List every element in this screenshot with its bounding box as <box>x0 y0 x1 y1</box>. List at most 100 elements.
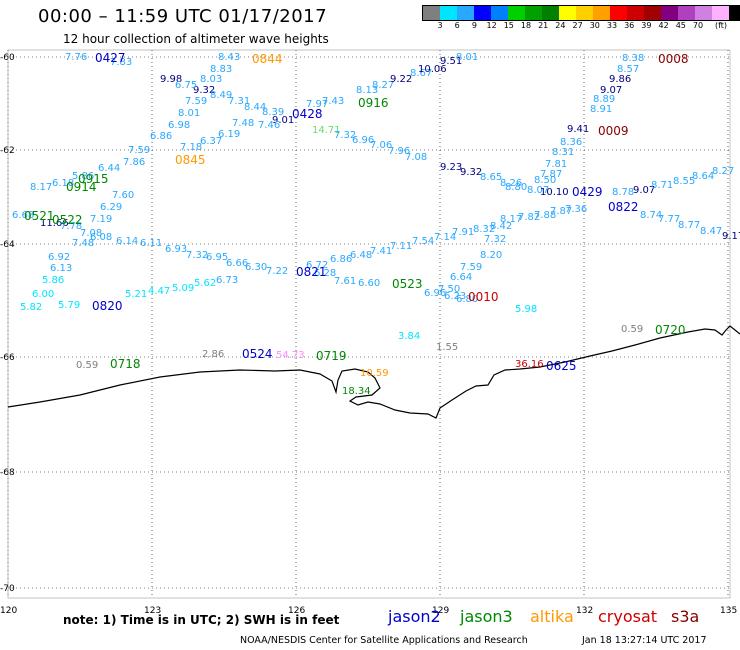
wave-height-value: 8.74 <box>640 210 662 221</box>
color-bar-tick: 42 <box>658 21 669 30</box>
longitude-label: 123 <box>144 606 161 616</box>
color-bar-swatch <box>695 6 712 20</box>
wave-height-value: 6.23 <box>444 291 466 302</box>
wave-height-value: 7.48 <box>232 118 254 129</box>
wave-height-value: 8.17 <box>500 214 522 225</box>
wave-height-value: 7.97 <box>306 99 328 110</box>
pass-time-label: 0429 <box>572 185 603 199</box>
color-bar-swatch <box>593 6 610 20</box>
wave-height-value: 6.08 <box>90 232 112 243</box>
wave-height-value: 6.64 <box>450 272 472 283</box>
wave-height-value: 8.01 <box>456 52 478 63</box>
color-bar-swatch <box>542 6 559 20</box>
wave-height-value: 5.82 <box>20 302 42 313</box>
wave-height-value: 7.11 <box>390 241 412 252</box>
latitude-label: -66 <box>0 353 15 363</box>
color-bar-unit: (ft) <box>714 21 728 30</box>
pass-time-label: 0428 <box>292 107 323 121</box>
pass-time-label: 0821 <box>296 265 327 279</box>
pass-time-label: 0523 <box>392 277 423 291</box>
pass-time-label: 0521 <box>24 209 55 223</box>
wave-height-value: 7.59 <box>128 145 150 156</box>
wave-height-value: 6.28 <box>314 268 336 279</box>
wave-height-value: 6.66 <box>226 258 248 269</box>
color-bar-tick: 12 <box>486 21 497 30</box>
wave-height-value: 3.84 <box>398 331 420 342</box>
legend-jason2: jason2 <box>388 607 441 626</box>
longitude-label: 120 <box>0 606 17 616</box>
wave-height-value: 9.32 <box>193 85 215 96</box>
color-bar-swatch <box>423 6 440 20</box>
wave-height-value: 6.95 <box>206 252 228 263</box>
wave-height-value: 8.55 <box>673 176 695 187</box>
wave-height-value: 8.07 <box>527 185 549 196</box>
pass-time-label: 0914 <box>66 180 97 194</box>
map-frame <box>7 49 731 599</box>
pass-time-label: 0522 <box>52 213 83 227</box>
wave-height-value: 8.42 <box>490 221 512 232</box>
wave-height-value: 9.41 <box>567 124 589 135</box>
color-bar-tick: 9 <box>471 21 477 30</box>
wave-height-value: 8.83 <box>210 64 232 75</box>
wave-height-value: 5.86 <box>72 171 94 182</box>
color-bar-tick: 15 <box>503 21 514 30</box>
legend-jason3: jason3 <box>460 607 513 626</box>
wave-height-value: 6.18 <box>52 178 74 189</box>
wave-height-value: 7.87 <box>540 169 562 180</box>
color-bar-tick: 3 <box>437 21 443 30</box>
footnote: note: 1) Time is in UTC; 2) SWH is in fe… <box>63 613 340 627</box>
wave-height-value: 5.21 <box>125 289 147 300</box>
wave-height-value: 8.64 <box>692 171 714 182</box>
wave-height-value: 6.98 <box>168 120 190 131</box>
color-bar-swatch <box>644 6 661 20</box>
antarctic-coastline <box>7 325 740 419</box>
color-bar-tick: 24 <box>555 21 566 30</box>
wave-height-value: 36.16 <box>515 359 544 370</box>
wave-height-value: 7.32 <box>484 234 506 245</box>
wave-height-value: 8.71 <box>651 180 673 191</box>
wave-height-value: 9.07 <box>600 85 622 96</box>
wave-height-value: 7.88 <box>534 210 556 221</box>
wave-height-value: 9.17 <box>722 231 740 242</box>
wave-height-value: 8.03 <box>200 74 222 85</box>
wave-height-value: 6.86 <box>330 254 352 265</box>
map-subtitle: 12 hour collection of altimeter wave hei… <box>63 32 329 46</box>
color-bar-tick: 21 <box>538 21 549 30</box>
wave-height-value: 0.59 <box>621 324 643 335</box>
color-bar-tick: 6 <box>454 21 460 30</box>
pass-time-label: 0008 <box>658 52 689 66</box>
wave-height-value: 9.98 <box>160 74 182 85</box>
wave-height-value: 8.13 <box>356 85 378 96</box>
wave-height-value: 8.44 <box>244 102 266 113</box>
wave-height-value: 7.41 <box>370 246 392 257</box>
color-bar-tick: 45 <box>675 21 686 30</box>
wave-height-value: 8.20 <box>480 250 502 261</box>
wave-height-value: 9.23 <box>440 162 462 173</box>
wave-height-value: 8.27 <box>372 80 394 91</box>
wave-height-value: 6.30 <box>245 262 267 273</box>
wave-height-value: 8.77 <box>678 220 700 231</box>
wave-height-value: 8.39 <box>262 107 284 118</box>
pass-time-label: 0009 <box>598 124 629 138</box>
wave-height-value: 7.59 <box>185 96 207 107</box>
wave-height-value: 8.26 <box>500 178 522 189</box>
wave-height-value: 7.96 <box>388 146 410 157</box>
wave-height-value: 6.44 <box>98 163 120 174</box>
longitude-label: 135 <box>720 606 737 616</box>
color-bar-swatch <box>559 6 576 20</box>
latitude-label: -64 <box>0 240 15 250</box>
wave-height-value: 9.51 <box>440 56 462 67</box>
wave-height-value: 8.49 <box>210 90 232 101</box>
pass-time-label: 0720 <box>655 323 686 337</box>
color-bar-swatch <box>729 6 740 20</box>
wave-height-value: 8.67 <box>410 68 432 79</box>
wave-height-value: 6.60 <box>358 278 380 289</box>
legend-cryosat: cryosat <box>598 607 658 626</box>
wave-height-value: 7.22 <box>266 266 288 277</box>
pass-time-label: 0916 <box>358 96 389 110</box>
wave-height-value: 7.48 <box>72 238 94 249</box>
wave-height-value: 7.06 <box>370 140 392 151</box>
wave-height-value: 8.80 <box>505 182 527 193</box>
pass-time-label: 0822 <box>608 200 639 214</box>
